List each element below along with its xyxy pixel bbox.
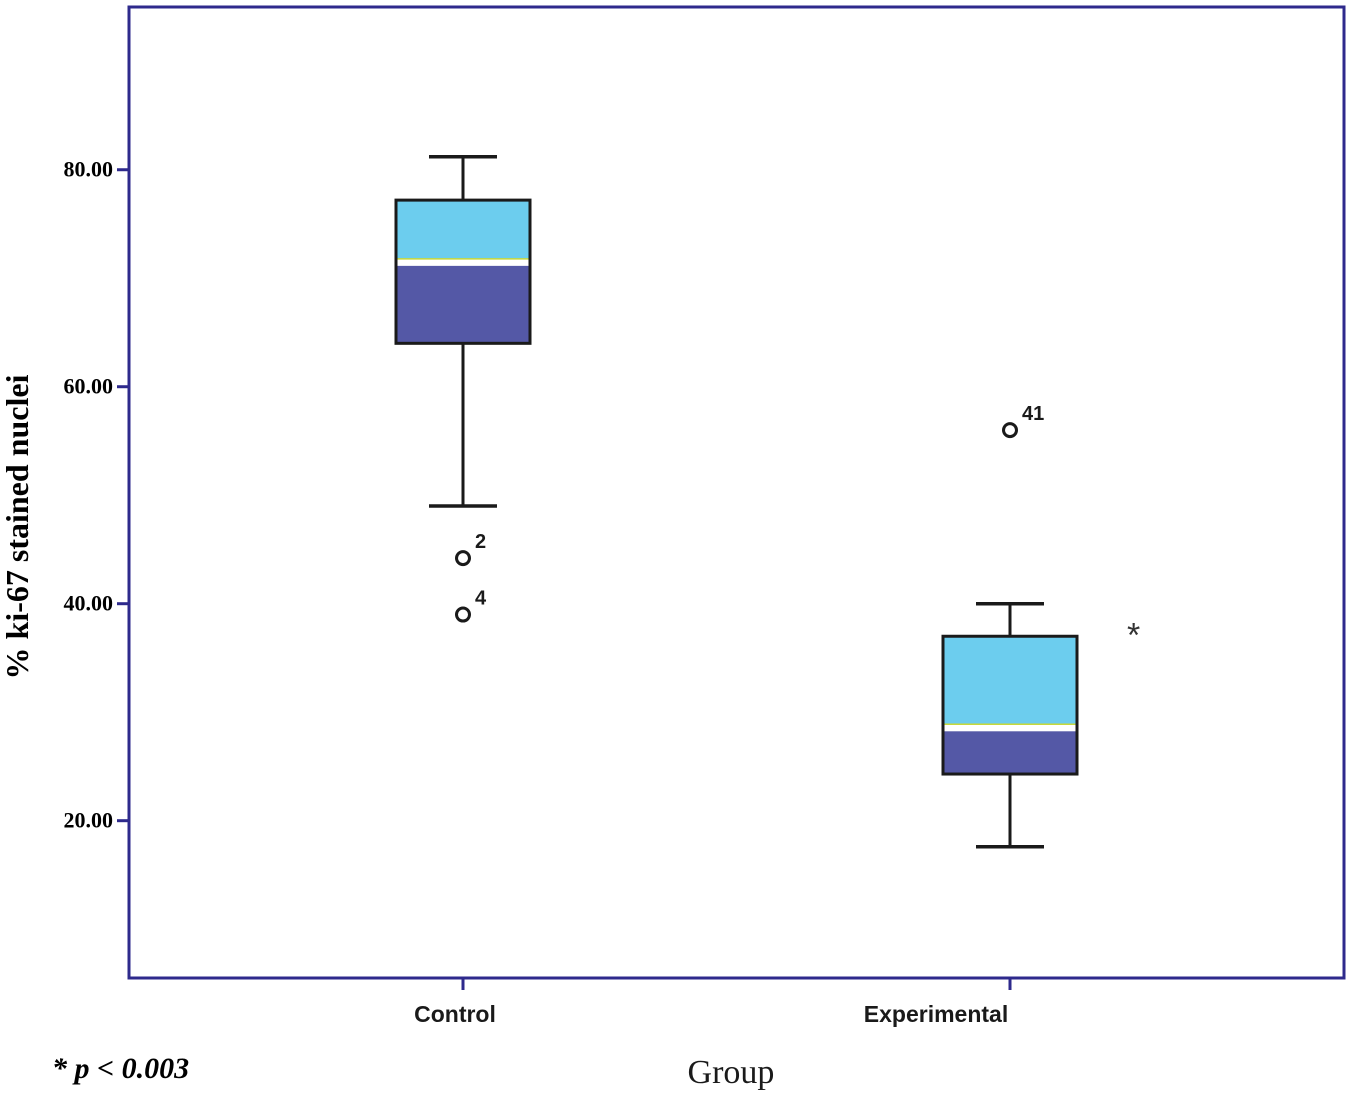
box-upper-half — [396, 200, 530, 261]
box-control: 24 — [394, 154, 532, 623]
x-axis-title: Group — [688, 1054, 775, 1091]
y-tick-label: 80.00 — [64, 157, 114, 182]
box-experimental: 41 * — [941, 403, 1140, 849]
outlier-point — [1002, 422, 1018, 439]
significance-footnote: * p < 0.003 — [52, 1052, 189, 1085]
box-lower-half — [943, 726, 1077, 775]
outlier-point — [455, 606, 471, 623]
outlier-label: 2 — [475, 531, 486, 553]
outlier-label: 4 — [475, 588, 487, 610]
box-outline — [941, 634, 1079, 776]
outlier-point — [455, 550, 471, 567]
y-tick-label: 20.00 — [64, 808, 114, 833]
box-lower-half — [396, 260, 530, 344]
y-tick-label: 60.00 — [64, 374, 114, 399]
median-line — [943, 724, 1077, 732]
outlier-label: 41 — [1022, 403, 1044, 425]
significance-marker: * — [1127, 616, 1140, 654]
box-upper-half — [943, 636, 1077, 727]
box-outline — [394, 198, 532, 345]
x-axis-ticks: Control Experimental — [414, 978, 1012, 1027]
category-label-experimental: Experimental — [864, 1001, 1008, 1027]
median-line — [396, 258, 530, 266]
y-axis-ticks: 20.00 40.00 60.00 80.00 — [64, 157, 129, 833]
y-axis-title: % ki-67 stained nuclei — [0, 374, 35, 679]
plot-frame — [127, 5, 1346, 980]
category-label-control: Control — [414, 1001, 496, 1027]
y-tick-label: 40.00 — [64, 591, 114, 616]
